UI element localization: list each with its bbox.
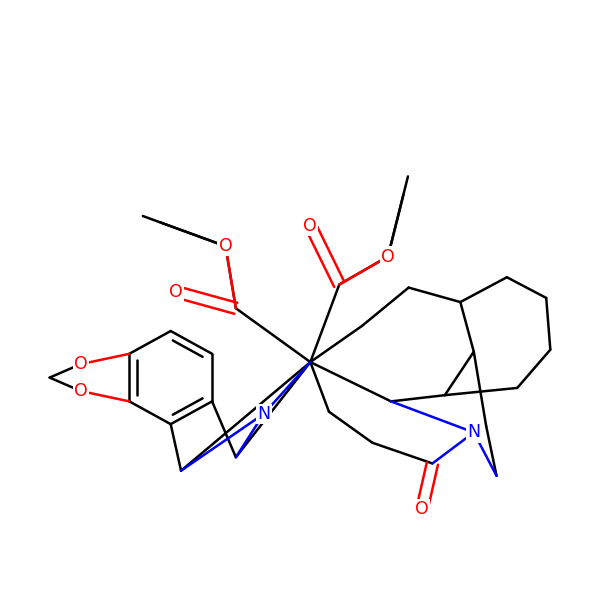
Text: O: O (218, 237, 232, 255)
Text: N: N (257, 405, 271, 423)
Text: O: O (381, 248, 395, 266)
Text: O: O (74, 382, 88, 400)
Text: N: N (467, 424, 481, 442)
Text: O: O (169, 283, 183, 301)
Text: O: O (415, 500, 429, 518)
Text: O: O (74, 355, 88, 373)
Text: O: O (304, 217, 317, 235)
